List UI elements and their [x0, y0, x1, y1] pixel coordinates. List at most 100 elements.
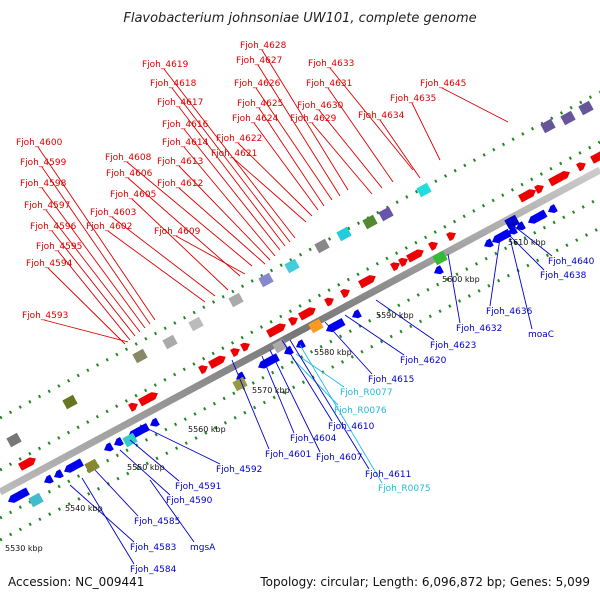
leader-line [281, 339, 333, 422]
forward-gene-arrow [324, 297, 334, 307]
forward-gene-arrow [208, 355, 226, 369]
feature-block [258, 272, 274, 288]
accession-label: Accession: NC_009441 [8, 575, 144, 589]
forward-gene-arrow [358, 275, 376, 289]
leader-line [163, 68, 296, 239]
gene-label-upper: Fjoh_4599 [20, 158, 67, 168]
reverse-gene-arrow [104, 442, 114, 452]
leader-line [231, 359, 270, 450]
leader-line [505, 231, 545, 271]
gene-label-upper: Fjoh_4603 [90, 208, 136, 218]
leader-line [311, 122, 373, 195]
gene-label-upper: Fjoh_4630 [297, 101, 344, 111]
leader-line [41, 166, 151, 325]
gene-label-upper: Fjoh_4605 [110, 190, 156, 200]
leader-line [379, 119, 421, 179]
feature-block [188, 316, 204, 332]
leader-line [183, 146, 276, 257]
leader-line [149, 479, 195, 543]
feature-block [308, 318, 324, 334]
gene-label-lower: Fjoh_4601 [265, 450, 311, 460]
reverse-gene-arrow [536, 210, 546, 220]
forward-gene-arrow [240, 342, 250, 352]
forward-gene-arrow [230, 348, 240, 358]
leader-line [178, 187, 266, 265]
reverse-gene-arrow [484, 238, 494, 248]
leader-line [411, 102, 441, 161]
forward-gene-arrow [340, 289, 350, 298]
gene-label-upper: Fjoh_4622 [216, 134, 262, 144]
feature-block [132, 348, 148, 364]
outer-dotted-ring [0, 90, 600, 420]
forward-strand-track [18, 150, 600, 471]
tick-label: 5570 kbp [252, 386, 290, 395]
leader-line [344, 314, 405, 356]
gene-label-upper: Fjoh_4609 [154, 227, 201, 237]
bottom-dotted-ring [0, 226, 600, 542]
leader-line [69, 484, 135, 543]
feature-block [84, 458, 100, 474]
leader-line [107, 230, 206, 303]
gene-label-upper: Fjoh_4606 [106, 169, 153, 179]
gene-label-lower: Fjoh_4638 [540, 271, 587, 281]
gene-label-upper: Fjoh_4608 [105, 153, 152, 163]
gene-label-lower: Fjoh_4632 [456, 324, 502, 334]
feature-block [28, 492, 44, 508]
forward-gene-arrow [590, 150, 600, 164]
feature-block [232, 376, 248, 392]
tick-label: 5550 kbp [127, 463, 165, 472]
leader-line [43, 319, 129, 343]
reverse-gene-arrow [74, 458, 84, 468]
gene-label-upper: Fjoh_4628 [240, 41, 287, 51]
feature-block [162, 334, 178, 350]
leader-line [126, 161, 253, 267]
gene-label-lower: Fjoh_4592 [216, 465, 262, 475]
gene-label-lower: Fjoh_4585 [134, 517, 180, 527]
leader-line [45, 209, 141, 333]
forward-gene-arrow [576, 162, 586, 172]
forward-gene-arrow [298, 307, 316, 321]
reverse-gene-arrow [296, 339, 306, 349]
reverse-gene-arrow [326, 317, 346, 333]
forward-gene-arrow [148, 392, 158, 402]
gene-label-upper: Fjoh_4635 [390, 94, 436, 104]
feature-block [416, 182, 432, 198]
leader-line [329, 67, 414, 171]
leader-line [261, 355, 295, 434]
gene-label-upper: Fjoh_4597 [24, 201, 70, 211]
gene-label-upper: Fjoh_4617 [157, 98, 203, 108]
leader-line [253, 122, 319, 211]
tick-label: 5590 kbp [376, 311, 414, 320]
map-title: Flavobacterium johnsoniae UW101, complet… [123, 11, 476, 26]
forward-gene-arrow [548, 173, 566, 187]
gene-label-lower: Fjoh_4604 [290, 434, 337, 444]
feature-block [362, 214, 378, 230]
gene-label-lower: Fjoh_4620 [400, 356, 447, 366]
gene-label-upper: Fjoh_4634 [358, 111, 405, 121]
leader-line [129, 439, 180, 482]
summary-label: Topology: circular; Length: 6,096,872 bp… [259, 575, 590, 589]
feature-block [228, 292, 244, 308]
gene-label-upper: Fjoh_4602 [86, 222, 132, 232]
forward-gene-arrow [406, 249, 424, 263]
tick-label: 5600 kbp [442, 275, 480, 284]
forward-gene-arrow [18, 457, 36, 471]
leader-line [327, 87, 394, 183]
genome-backbone [0, 166, 600, 496]
gene-label-lower: Fjoh_4610 [328, 422, 375, 432]
reverse-strand-track [8, 204, 558, 503]
gene-label-upper: Fjoh_4595 [36, 242, 82, 252]
tick-label: 5530 kbp [5, 544, 43, 553]
leader-line [111, 216, 216, 297]
gene-label-lower: Fjoh_4640 [548, 257, 595, 267]
gene-label-upper: Fjoh_4619 [142, 60, 189, 70]
gene-label-upper: Fjoh_4616 [162, 120, 209, 130]
gene-label-upper: Fjoh_4626 [234, 79, 281, 89]
reverse-gene-arrow [20, 487, 30, 497]
gene-labels: Fjoh_4628 Fjoh_4633 Fjoh_4627 Fjoh_4619 Fjoh… [16, 41, 595, 575]
tick-label: 5610 kbp [508, 238, 546, 247]
leader-line [441, 87, 509, 123]
leader-line [41, 187, 146, 329]
gene-label-upper: Fjoh_4631 [306, 79, 352, 89]
